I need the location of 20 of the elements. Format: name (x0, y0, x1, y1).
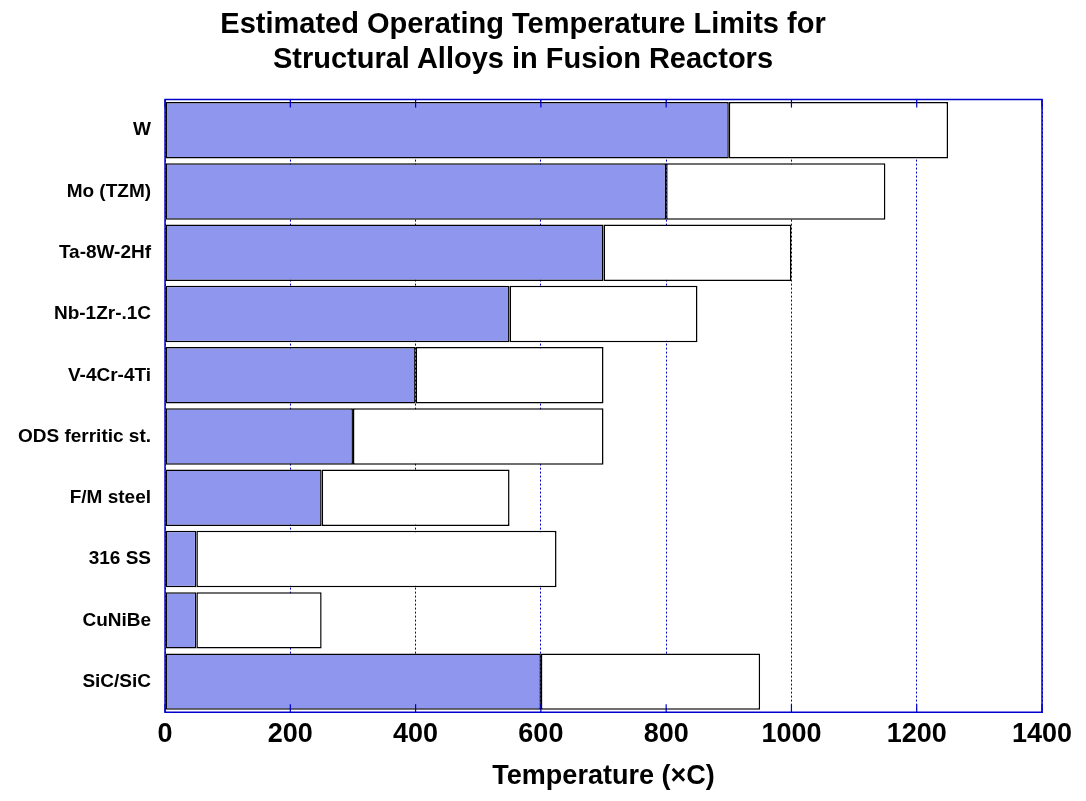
x-tick-label: 0 (157, 717, 173, 748)
y-tick-label: V-4Cr-4Ti (67, 363, 152, 385)
y-tick-label: CuNiBe (82, 608, 152, 630)
chart-title: Estimated Operating Temperature Limits for Structural Alloys in Fusion Reactors (220, 7, 826, 75)
x-tick-label: 1000 (761, 717, 822, 748)
y-tick-label: SiC/SiC (82, 669, 152, 691)
y-tick-label: Ta-8W-2Hf (58, 240, 152, 262)
y-tick-label: 316 SS (88, 547, 152, 569)
y-tick-label: W (133, 118, 152, 140)
y-tick-label: Nb-1Zr-.1C (53, 302, 152, 324)
y-tick-label: ODS ferritic st. (17, 424, 152, 446)
y-tick-label: F/M steel (69, 486, 152, 508)
y-tick-label: Mo (TZM) (66, 179, 152, 201)
x-tick-label: 200 (267, 717, 313, 748)
x-tick-label: 800 (643, 717, 689, 748)
x-tick-label: 400 (393, 717, 439, 748)
x-tick-label: 1400 (1011, 717, 1073, 748)
x-tick-label: 1200 (886, 717, 947, 748)
x-axis-title: Temperature (×C) (492, 760, 715, 791)
x-tick-label: 600 (518, 717, 564, 748)
